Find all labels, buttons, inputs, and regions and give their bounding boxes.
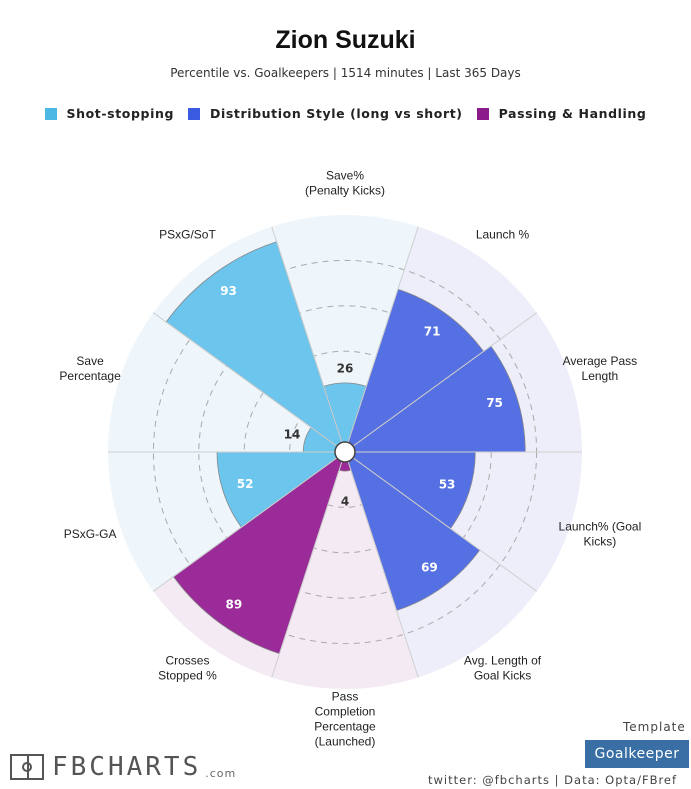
axis-label: Crosses Stopped % (158, 653, 217, 682)
chart-subtitle: Percentile vs. Goalkeepers | 1514 minute… (170, 66, 521, 80)
value-label: 69 (421, 561, 438, 575)
axis-label: Save% (Penalty Kicks) (305, 169, 385, 198)
credits: twitter: @fbcharts | Data: Opta/FBref (428, 773, 678, 787)
logo-text: FBCHARTS (52, 752, 202, 782)
fbcharts-logo: FBCHARTS .com (10, 752, 236, 782)
background-sector (271, 452, 419, 689)
axis-label: Pass Completion Percentage (Launched) (314, 690, 376, 749)
value-label: 52 (237, 477, 254, 491)
legend-item-passing[interactable]: Passing & Handling (476, 106, 647, 121)
sector-divider (271, 226, 346, 453)
background-sector (271, 214, 419, 452)
legend: Shot-stopping Distribution Style (long v… (0, 106, 691, 121)
value-label: 75 (486, 396, 503, 410)
center-hole (334, 441, 356, 463)
axis-label: PSxG-GA (64, 527, 117, 541)
value-label: 4 (341, 495, 349, 509)
legend-swatch-passing (476, 107, 489, 120)
template-button[interactable]: Goalkeeper (585, 740, 689, 768)
legend-label-shot-stopping: Shot-stopping (66, 106, 174, 121)
legend-swatch-shot-stopping (44, 107, 57, 120)
sector-divider (271, 451, 346, 678)
axis-label: Save Percentage (59, 354, 121, 383)
value-label: 71 (424, 325, 441, 339)
value-label: 14 (284, 427, 301, 441)
legend-item-distribution[interactable]: Distribution Style (long vs short) (188, 106, 463, 121)
pitch-icon (10, 754, 44, 780)
value-label: 93 (220, 284, 237, 298)
sector-divider (152, 451, 346, 592)
logo-domain: .com (205, 766, 237, 780)
sector-divider (344, 226, 419, 453)
value-label: 26 (337, 361, 354, 375)
value-label: 53 (439, 478, 456, 492)
legend-label-distribution: Distribution Style (long vs short) (210, 106, 463, 121)
sector-divider (152, 312, 346, 453)
legend-item-shot-stopping[interactable]: Shot-stopping (44, 106, 174, 121)
axis-label: Average Pass Length (563, 354, 638, 383)
legend-label-passing: Passing & Handling (498, 106, 647, 121)
template-label: Template (623, 720, 686, 734)
sector-divider (344, 451, 419, 678)
axis-label: PSxG/SoT (159, 227, 216, 241)
value-label: 89 (226, 597, 243, 611)
sector-divider (344, 451, 538, 592)
axis-label: Avg. Length of Goal Kicks (464, 653, 542, 682)
chart-title: Zion Suzuki (275, 26, 416, 54)
axis-label: Launch % (476, 227, 530, 241)
legend-swatch-distribution (188, 107, 200, 120)
sector-divider (344, 312, 538, 453)
background-sector (108, 312, 345, 452)
axis-label: Launch% (Goal Kicks) (559, 519, 642, 548)
